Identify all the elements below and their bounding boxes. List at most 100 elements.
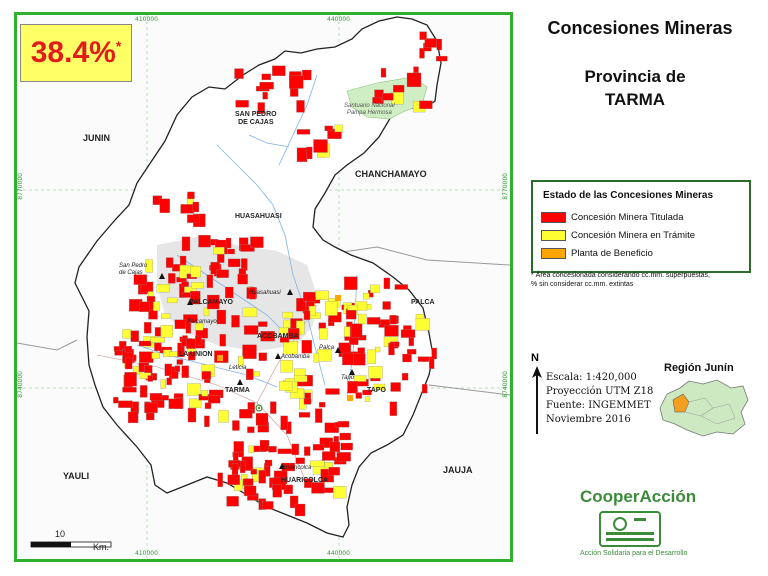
concession-titulada xyxy=(124,345,133,353)
concession-tramite xyxy=(145,259,153,273)
concession-titulada xyxy=(318,402,326,408)
grid-label-x2-bottom: 440000 xyxy=(327,550,350,557)
concession-tramite xyxy=(354,375,367,382)
concession-titulada xyxy=(424,38,437,48)
concession-titulada xyxy=(344,276,358,290)
concession-titulada xyxy=(408,336,414,347)
concession-tramite xyxy=(313,353,320,363)
concession-titulada xyxy=(431,347,437,360)
concession-titulada xyxy=(270,401,277,414)
concession-titulada xyxy=(250,469,257,475)
town-label-san-pedro: San Pedro de Cajas xyxy=(119,263,148,276)
concession-titulada xyxy=(144,365,153,374)
legend-item-tramite: Concesión Minera en Trámite xyxy=(541,230,695,241)
concession-titulada xyxy=(177,342,185,358)
legend: Estado de las Concesiones Mineras Conces… xyxy=(531,180,751,273)
concession-titulada xyxy=(208,395,221,404)
concession-titulada xyxy=(206,274,214,288)
concession-titulada xyxy=(187,191,195,200)
concession-titulada xyxy=(311,482,325,494)
concession-tramite xyxy=(317,349,332,362)
legend-item-planta: Planta de Beneficio xyxy=(541,248,653,259)
concession-titulada xyxy=(389,315,397,325)
processing-plant xyxy=(217,355,223,361)
concession-titulada xyxy=(257,102,265,114)
concession-titulada xyxy=(187,407,197,423)
concession-titulada xyxy=(174,319,186,329)
concession-titulada xyxy=(201,371,212,380)
processing-plant xyxy=(347,395,353,401)
concession-titulada xyxy=(219,334,226,347)
concession-titulada xyxy=(295,457,305,464)
concession-titulada xyxy=(324,422,339,433)
concession-tramite xyxy=(279,381,293,391)
concession-titulada xyxy=(346,310,357,320)
town-label-acobamba: Acobamba xyxy=(281,354,310,360)
concession-titulada xyxy=(217,253,225,263)
concession-titulada xyxy=(417,356,430,362)
concession-titulada xyxy=(402,353,412,363)
concession-titulada xyxy=(228,258,241,268)
concession-titulada xyxy=(234,68,244,79)
concession-titulada xyxy=(180,204,194,214)
concession-titulada xyxy=(288,328,300,340)
concession-titulada xyxy=(362,389,372,396)
concession-titulada xyxy=(192,201,200,213)
concession-titulada xyxy=(138,340,152,347)
concession-titulada xyxy=(207,294,220,310)
concession-titulada xyxy=(259,439,270,452)
concession-titulada xyxy=(383,277,391,290)
grid-label-y2-left: 8740000 xyxy=(17,371,24,398)
concession-titulada xyxy=(336,452,351,462)
brand-logo-icon xyxy=(599,511,661,547)
concession-titulada xyxy=(250,236,264,248)
town-label-tapo: Tapo xyxy=(341,375,355,381)
concession-titulada xyxy=(334,422,341,428)
concession-titulada xyxy=(315,408,323,423)
concession-titulada xyxy=(216,309,227,325)
concession-titulada xyxy=(328,467,340,476)
concession-tramite xyxy=(238,356,244,367)
inset-map xyxy=(659,379,749,437)
concession-titulada xyxy=(303,398,312,405)
concession-titulada xyxy=(233,452,239,462)
concession-titulada xyxy=(388,342,395,356)
concession-titulada xyxy=(187,214,200,223)
concession-titulada xyxy=(239,409,253,419)
concession-tramite xyxy=(160,313,171,319)
concession-titulada xyxy=(168,398,183,409)
district-label-huasahuasi: HUASAHUASI xyxy=(235,213,282,220)
concession-titulada xyxy=(198,234,211,248)
concession-titulada xyxy=(139,301,150,312)
concession-titulada xyxy=(296,100,305,113)
processing-plant xyxy=(335,295,341,301)
legend-note: * Área concesionada considerando cc.mm. … xyxy=(531,271,710,289)
concession-titulada xyxy=(313,139,328,153)
concession-titulada xyxy=(181,365,189,378)
concession-titulada xyxy=(216,269,229,278)
concession-titulada xyxy=(124,372,137,387)
town-label-huaricolca: Huaricolca xyxy=(283,465,312,471)
district-label-tarma: TARMA xyxy=(225,387,250,394)
concession-titulada xyxy=(258,470,266,484)
brand-name: CooperAcción xyxy=(580,487,697,506)
legend-swatch-titulada xyxy=(541,212,566,223)
concession-titulada xyxy=(407,349,417,355)
concession-titulada xyxy=(226,496,239,507)
concession-titulada xyxy=(246,368,254,380)
town-label-palcamayo: Palcamayo xyxy=(187,319,217,325)
concession-tramite xyxy=(283,341,298,355)
concession-titulada xyxy=(302,69,312,81)
concession-titulada xyxy=(159,198,170,213)
concession-titulada xyxy=(342,352,354,366)
concession-tramite xyxy=(368,366,383,379)
concession-titulada xyxy=(122,387,137,393)
concession-titulada xyxy=(261,73,271,81)
concession-titulada xyxy=(303,310,311,320)
concession-titulada xyxy=(384,325,399,337)
district-label-palca: PALCA xyxy=(411,299,435,306)
concession-titulada xyxy=(353,353,366,366)
concession-titulada xyxy=(231,463,239,476)
concession-titulada xyxy=(243,485,257,497)
concession-titulada xyxy=(227,248,235,255)
